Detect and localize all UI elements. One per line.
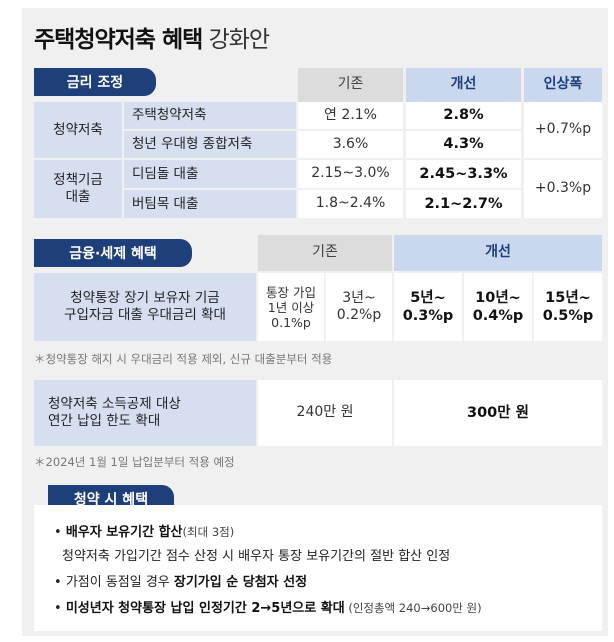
title-light: 강화안 — [202, 27, 270, 53]
s1-increase-savings: +0.7%p — [524, 102, 602, 158]
benefits-panel: • 배우자 보유기간 합산(최대 3점) 청약저축 가입기간 점수 산정 시 배… — [34, 505, 602, 631]
s1-row-name: 주택청약저축 — [124, 102, 296, 129]
s1-before-value: 3.6% — [298, 131, 403, 158]
s2-row2-after: 300만 원 — [394, 380, 602, 446]
s2-note1: ＊청약통장 해지 시 우대금리 적용 제외, 신규 대출분부터 적용 — [34, 352, 333, 366]
s2-row2-before: 240만 원 — [258, 380, 392, 446]
page-title: 주택청약저축 혜택 강화안 — [34, 20, 270, 54]
s1-row-name: 디딤돌 대출 — [124, 160, 296, 188]
s1-row-name: 버팀목 대출 — [124, 190, 296, 218]
s1-after-value: 2.45~3.3% — [406, 160, 521, 188]
infographic-page: 주택청약저축 혜택 강화안 금리 조정 기존 개선 인상폭 청약저축 정책기금 … — [22, 8, 608, 636]
bullet2-pre: 가점이 동점일 경우 — [65, 575, 174, 590]
s1-before-value: 연 2.1% — [298, 102, 403, 129]
bullet1-detail: 청약저축 가입기간 점수 산정 시 배우자 통장 보유기간의 절반 합산 인정 — [62, 549, 451, 564]
section1-tab: 금리 조정 — [34, 68, 156, 96]
s1-group-fund-loan: 정책기금 대출 — [34, 160, 122, 218]
bullet1-bold: 배우자 보유기간 합산 — [65, 525, 183, 540]
s2-row2-label: 청약저축 소득공제 대상 연간 납입 한도 확대 — [34, 380, 256, 446]
s1-after-value: 4.3% — [406, 131, 521, 158]
s2-rate-cell: 3년~ 0.2%p — [326, 273, 392, 341]
section2-tab: 금융·세제 혜택 — [34, 239, 192, 267]
bullet-tiebreak: • 가점이 동점일 경우 장기가입 순 당첨자 선정 — [54, 575, 308, 590]
bullet-spouse: • 배우자 보유기간 합산(최대 3점) — [54, 525, 235, 540]
bullet3-small: (인정총액 240→600만 원) — [344, 601, 482, 615]
bullet3-bold: 미성년자 청약통장 납입 인정기간 2→5년으로 확대 — [65, 601, 345, 616]
s1-group-savings: 청약저축 — [34, 102, 122, 158]
s1-row-name: 청년 우대형 종합저축 — [124, 131, 296, 158]
s2-rate-cell: 5년~ 0.3%p — [394, 273, 462, 341]
s2-header-before: 기존 — [258, 235, 392, 271]
title-bold: 주택청약저축 혜택 — [34, 27, 203, 53]
bullet2-bold: 장기가입 순 당첨자 선정 — [173, 575, 308, 590]
s1-before-value: 2.15~3.0% — [298, 160, 403, 188]
s1-after-value: 2.1~2.7% — [406, 190, 521, 218]
s1-header-before: 기존 — [298, 68, 403, 102]
s1-increase-loan: +0.3%p — [524, 160, 602, 218]
s1-after-value: 2.8% — [406, 102, 521, 129]
s1-header-increase: 인상폭 — [524, 68, 602, 102]
s2-rate-cell: 10년~ 0.4%p — [464, 273, 532, 341]
s2-header-after: 개선 — [394, 235, 602, 271]
s2-row-label: 청약통장 장기 보유자 기금 구입자금 대출 우대금리 확대 — [34, 273, 256, 341]
s1-header-after: 개선 — [406, 68, 521, 102]
bullet-minor: • 미성년자 청약통장 납입 인정기간 2→5년으로 확대 (인정총액 240→… — [54, 601, 482, 616]
s2-rate-cell: 통장 가입 1년 이상 0.1%p — [258, 273, 324, 341]
s2-note2: ＊2024년 1월 1일 납입분부터 적용 예정 — [34, 455, 235, 469]
s2-rate-cell: 15년~ 0.5%p — [534, 273, 602, 341]
bullet1-small: (최대 3점) — [182, 525, 235, 539]
s1-before-value: 1.8~2.4% — [298, 190, 403, 218]
